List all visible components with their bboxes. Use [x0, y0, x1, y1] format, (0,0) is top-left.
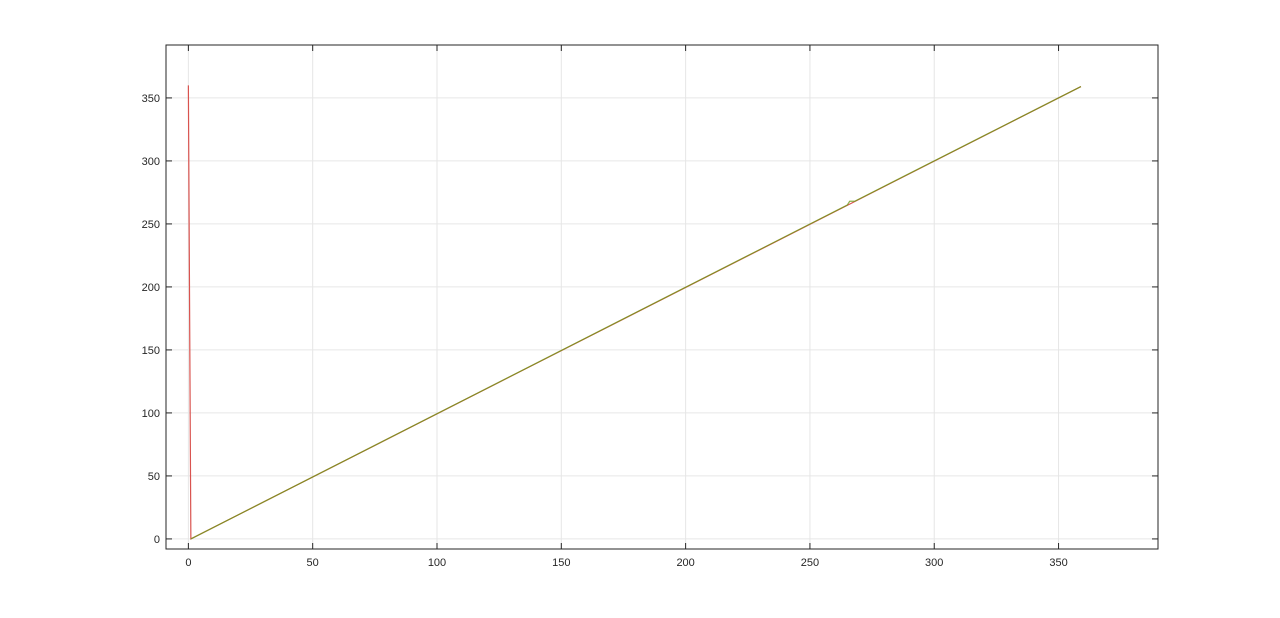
x-tick-label: 150 — [552, 557, 570, 569]
y-tick-label: 100 — [142, 408, 160, 420]
y-tick-label: 150 — [142, 345, 160, 357]
x-tick-label: 250 — [801, 557, 819, 569]
series-line-2 — [190, 86, 1082, 540]
x-tick-label: 50 — [307, 557, 319, 569]
y-tick-label: 250 — [142, 219, 160, 231]
x-tick-label: 0 — [185, 557, 191, 569]
x-tick-label: 300 — [925, 557, 943, 569]
y-tick-label: 50 — [148, 471, 160, 483]
y-tick-label: 350 — [142, 93, 160, 105]
series-line-1 — [187, 85, 1082, 540]
axes-box — [165, 44, 1159, 550]
y-tick-label: 0 — [154, 534, 160, 546]
y-tick-label: 300 — [142, 156, 160, 168]
x-tick-label: 100 — [428, 557, 446, 569]
x-tick-label: 350 — [1049, 557, 1067, 569]
y-tick-label: 200 — [142, 282, 160, 294]
x-tick-label: 200 — [676, 557, 694, 569]
